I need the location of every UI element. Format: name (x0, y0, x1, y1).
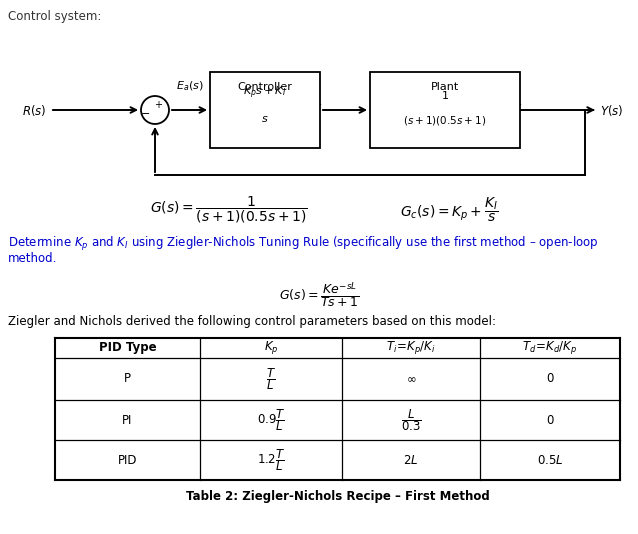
Text: PID: PID (118, 453, 137, 467)
Text: $T_d\!=\!K_d/K_p$: $T_d\!=\!K_d/K_p$ (523, 340, 577, 357)
Text: 0: 0 (546, 413, 554, 427)
Text: PI: PI (122, 413, 133, 427)
Text: $G_c(s) = K_p + \dfrac{K_I}{s}$: $G_c(s) = K_p + \dfrac{K_I}{s}$ (400, 195, 499, 224)
Text: $1$: $1$ (441, 89, 449, 101)
Text: +: + (154, 100, 162, 110)
Text: $R(s)$: $R(s)$ (22, 103, 46, 117)
Text: $s$: $s$ (261, 114, 269, 124)
Text: $\dfrac{L}{0.3}$: $\dfrac{L}{0.3}$ (401, 407, 421, 433)
Text: method.: method. (8, 252, 57, 265)
Text: $G(s) = \dfrac{1}{(s+1)(0.5s+1)}$: $G(s) = \dfrac{1}{(s+1)(0.5s+1)}$ (150, 195, 308, 225)
Text: $\infty$: $\infty$ (406, 373, 416, 386)
Text: $0.9\dfrac{T}{L}$: $0.9\dfrac{T}{L}$ (256, 407, 285, 433)
Text: $(s + 1)(0.5s + 1)$: $(s + 1)(0.5s + 1)$ (403, 114, 487, 127)
Text: $\dfrac{T}{L}$: $\dfrac{T}{L}$ (266, 366, 276, 392)
Text: Controller: Controller (237, 82, 292, 92)
Text: PID Type: PID Type (99, 342, 156, 355)
Text: −: − (141, 109, 151, 119)
Bar (370, 72, 520, 148)
Text: $T_i\!=\!K_p/K_i$: $T_i\!=\!K_p/K_i$ (386, 340, 436, 357)
Text: $G(s) = \dfrac{Ke^{-sL}}{Ts+1}$: $G(s) = \dfrac{Ke^{-sL}}{Ts+1}$ (279, 280, 359, 310)
Text: Plant: Plant (431, 82, 459, 92)
Text: $0.5L$: $0.5L$ (537, 453, 563, 467)
Text: $K_p$: $K_p$ (263, 340, 278, 357)
Text: Control system:: Control system: (8, 10, 101, 23)
Text: 0: 0 (546, 373, 554, 386)
Text: Determine $K_p$ and $K_I$ using Ziegler-Nichols Tuning Rule (specifically use th: Determine $K_p$ and $K_I$ using Ziegler-… (8, 235, 598, 253)
Text: $1.2\dfrac{T}{L}$: $1.2\dfrac{T}{L}$ (257, 447, 285, 473)
Bar (210, 72, 320, 148)
Text: $2L$: $2L$ (403, 453, 419, 467)
Text: Table 2: Ziegler-Nichols Recipe – First Method: Table 2: Ziegler-Nichols Recipe – First … (186, 490, 489, 503)
Text: $Y(s)$: $Y(s)$ (600, 103, 623, 117)
Text: Ziegler and Nichols derived the following control parameters based on this model: Ziegler and Nichols derived the followin… (8, 315, 496, 328)
Text: $E_a(s)$: $E_a(s)$ (175, 80, 204, 93)
Text: P: P (124, 373, 131, 386)
Text: $K_ps + K_I$: $K_ps + K_I$ (243, 84, 286, 101)
